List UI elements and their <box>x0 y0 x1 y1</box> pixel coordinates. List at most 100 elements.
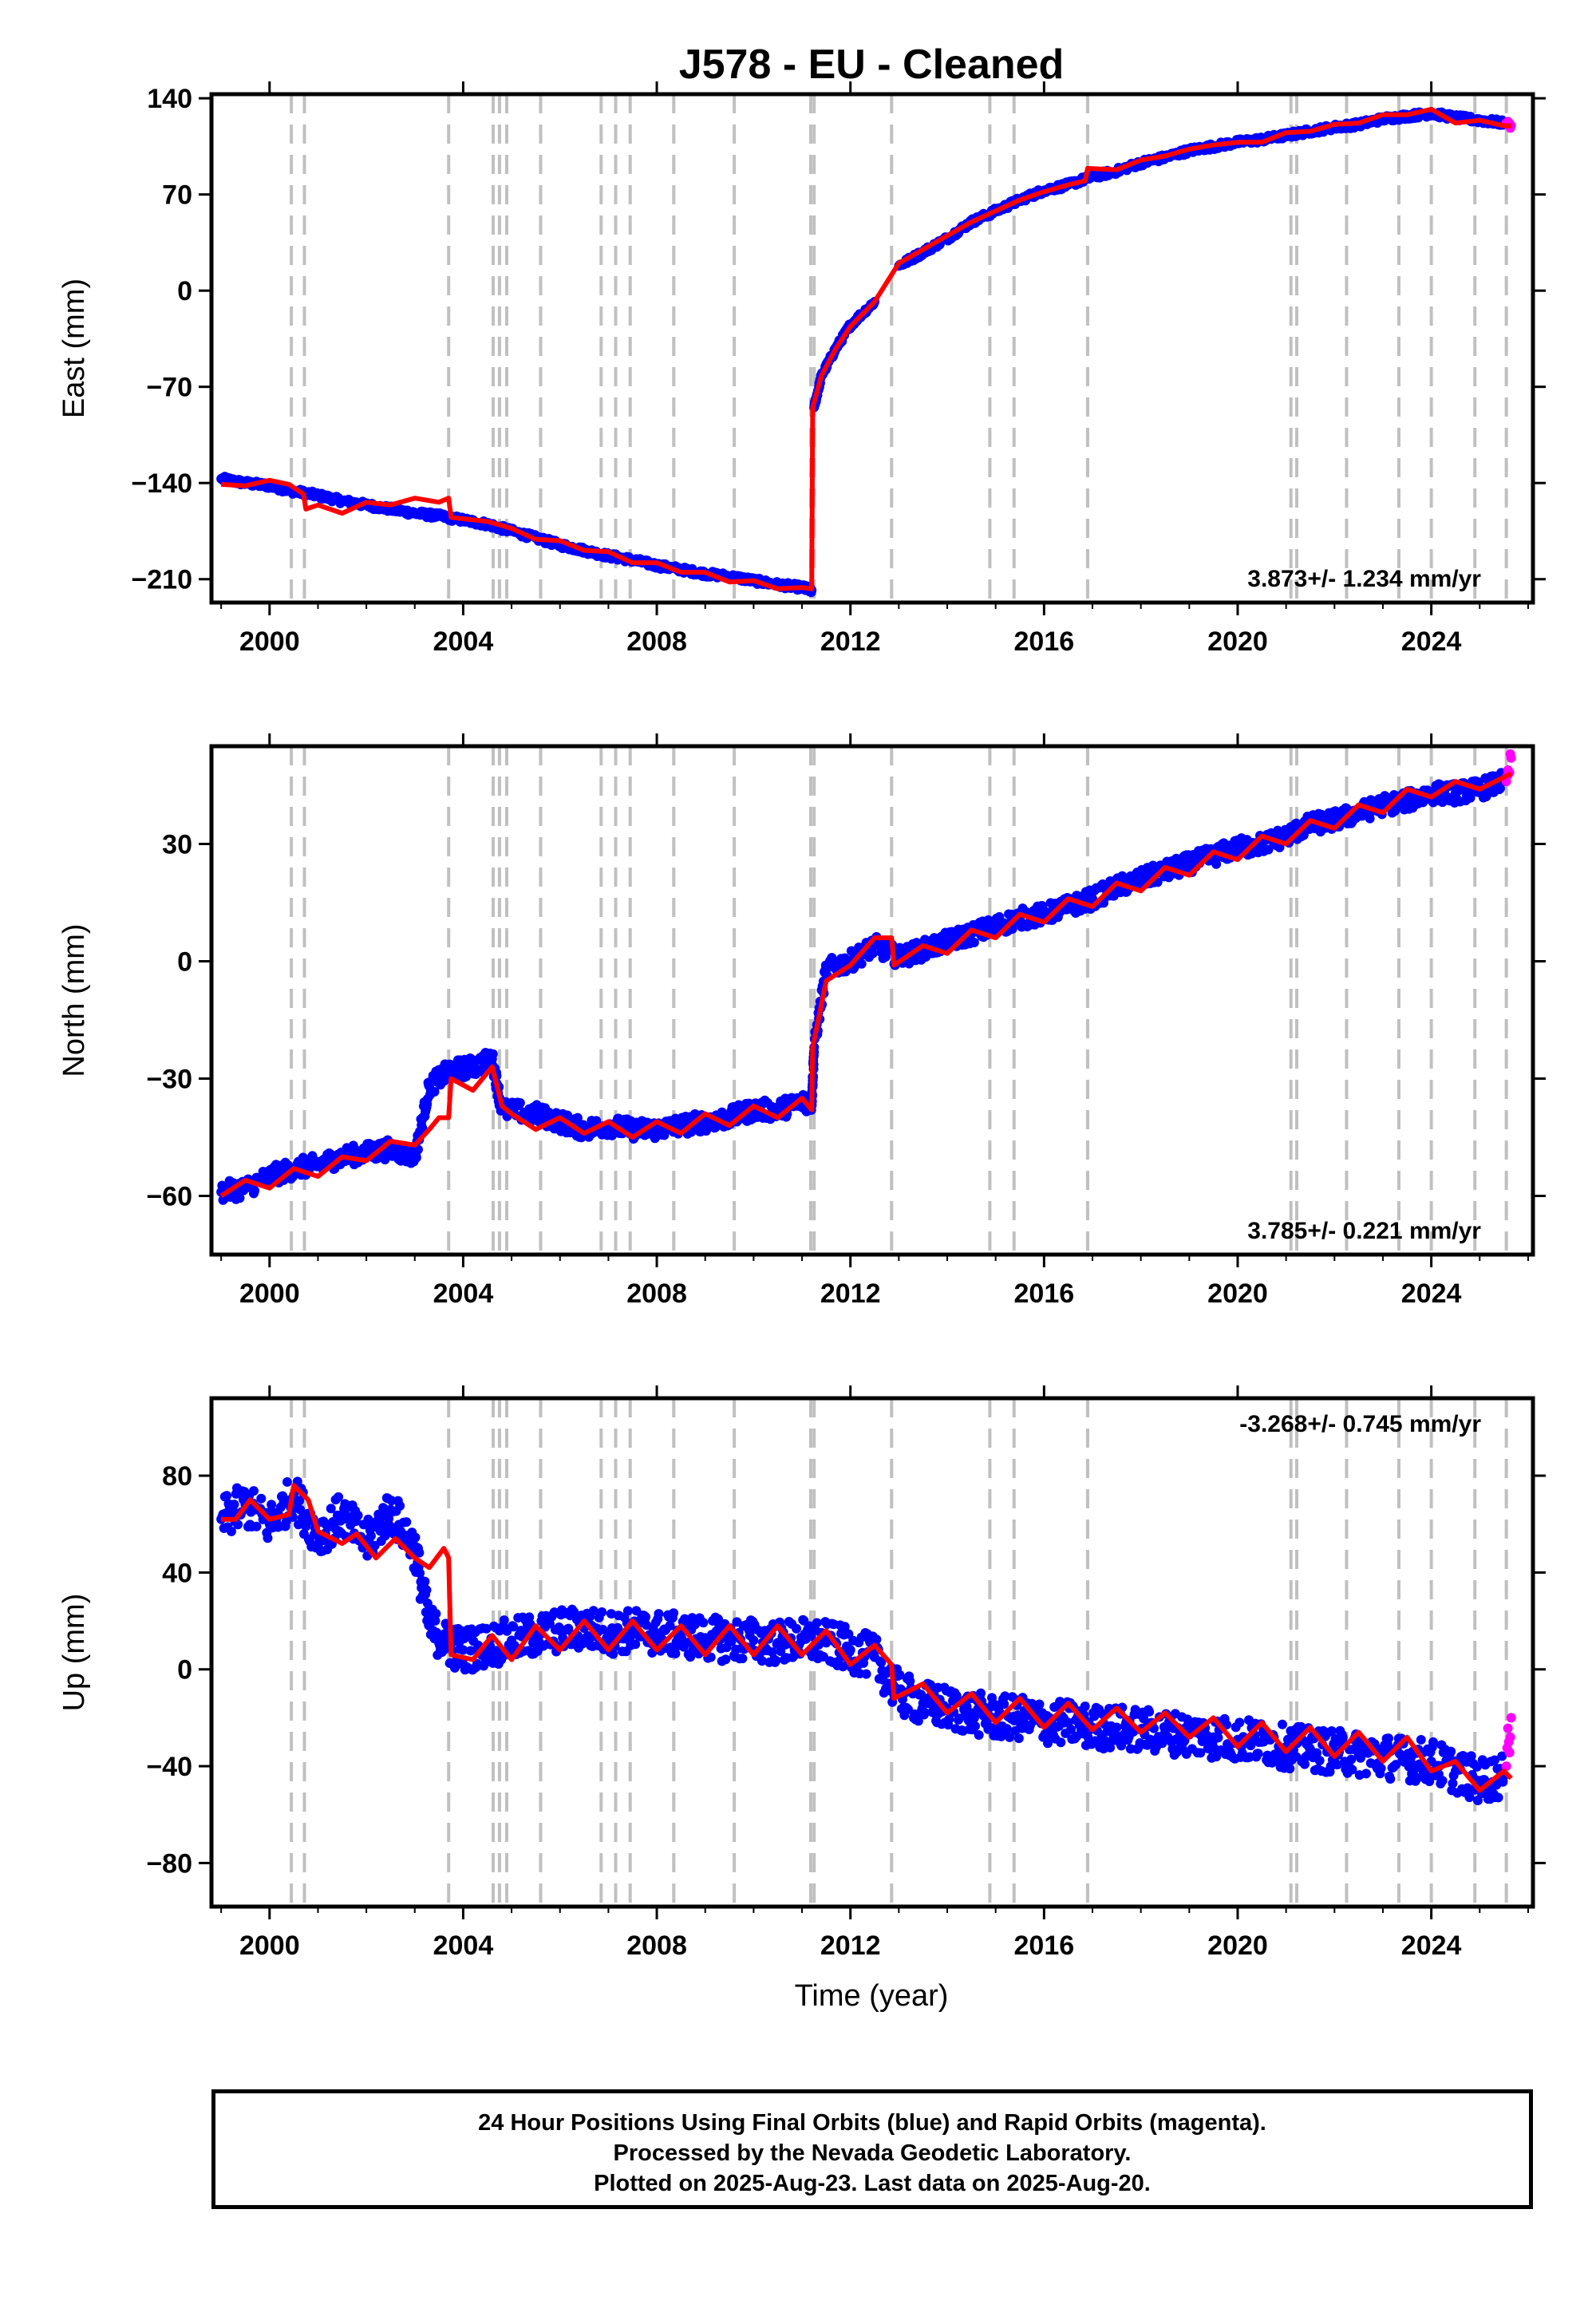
data-point-blue <box>654 1609 664 1619</box>
data-point-blue <box>1312 1748 1322 1758</box>
data-point-blue <box>1347 1765 1357 1775</box>
data-point-blue <box>737 1654 748 1664</box>
x-tick-label: 2008 <box>626 1931 687 1961</box>
data-point-blue <box>1080 1701 1090 1712</box>
data-point-blue <box>839 1622 850 1632</box>
data-point-blue <box>1211 859 1222 869</box>
data-point-blue <box>229 1500 239 1510</box>
data-point-blue <box>1043 1738 1053 1749</box>
data-point-blue <box>1391 1760 1401 1770</box>
x-axis-label: Time (year) <box>795 1979 949 2013</box>
data-point-blue <box>1285 1764 1295 1774</box>
data-point-blue <box>970 1721 981 1731</box>
data-point-blue <box>721 1654 731 1665</box>
data-point-blue <box>226 1526 236 1536</box>
plot-frame <box>209 1396 1535 1909</box>
data-point-blue <box>999 1699 1009 1709</box>
data-point-blue <box>1497 1751 1507 1761</box>
data-point-blue <box>665 1621 675 1631</box>
data-point-blue <box>414 1547 425 1558</box>
data-point-blue <box>1361 1769 1371 1779</box>
data-point-blue <box>1116 1741 1127 1751</box>
data-point-blue <box>251 1521 262 1531</box>
chart-title: J578 - EU - Cleaned <box>679 41 1065 88</box>
data-point-blue <box>431 1608 441 1618</box>
data-point-blue <box>1416 1734 1426 1745</box>
data-point-blue <box>563 1110 573 1120</box>
x-tick-label: 2008 <box>626 626 687 657</box>
panel-east: 2000 2004 2008 2012 2016 2020 2024 −210 −140 −70 0… <box>57 81 1546 657</box>
y-tick-label: −140 <box>131 468 192 499</box>
data-point-blue <box>1314 1756 1325 1766</box>
footer-line-2: Processed by the Nevada Geodetic Laborat… <box>613 2140 1132 2166</box>
x-tick-label: 2000 <box>239 1279 300 1309</box>
data-point-blue <box>1446 1746 1456 1757</box>
data-point-blue <box>1326 1725 1337 1736</box>
data-point-blue <box>669 1608 679 1618</box>
data-point-blue <box>767 1647 777 1658</box>
data-point-blue <box>420 1576 430 1587</box>
model-line <box>219 771 1513 1199</box>
data-point-blue <box>876 1658 887 1668</box>
panel-north: 2000 2004 2008 2012 2016 2020 2024 −60 −30 0 30 Nor… <box>57 733 1546 1309</box>
x-tick-label: 2004 <box>433 1931 494 1961</box>
data-point-blue <box>1466 1751 1476 1761</box>
data-point-blue <box>334 1492 344 1502</box>
data-point-blue <box>1144 1706 1155 1717</box>
x-tick-label: 2020 <box>1207 626 1268 657</box>
data-point-blue <box>1263 844 1274 855</box>
panel-up: 2000 2004 2008 2012 2016 2020 2024 −80 −40 0 40 80 U… <box>57 1385 1546 1961</box>
data-point-blue <box>263 1533 273 1543</box>
data-point-blue <box>630 1639 641 1650</box>
data-point-blue <box>1213 1733 1223 1743</box>
y-tick-label: −210 <box>131 565 192 595</box>
x-tick-label: 2016 <box>1014 1279 1075 1309</box>
data-point-blue <box>499 1615 509 1626</box>
x-tick-label: 2004 <box>433 626 494 657</box>
data-point-blue <box>508 1622 519 1632</box>
data-point-blue <box>1089 1711 1100 1721</box>
x-tick-label: 2012 <box>820 1931 881 1961</box>
data-point-blue <box>429 1086 440 1097</box>
y-tick-label: −60 <box>146 1182 192 1212</box>
y-tick-label: 0 <box>177 276 192 306</box>
data-point-blue <box>969 937 979 947</box>
data-point-blue <box>294 1496 305 1506</box>
data-point-blue <box>1277 1719 1287 1729</box>
data-point-blue <box>641 1612 651 1622</box>
data-point-blue <box>481 1623 492 1634</box>
data-point-blue <box>1489 1755 1499 1765</box>
data-point-blue <box>705 1652 716 1662</box>
data-point-blue <box>792 1623 802 1634</box>
data-point-blue <box>1365 813 1375 824</box>
data-point-magenta <box>1506 753 1516 763</box>
footer-line-1: 24 Hour Positions Using Final Orbits (bl… <box>478 2110 1266 2136</box>
data-point-blue <box>1428 1737 1438 1747</box>
data-point-blue <box>353 1510 363 1520</box>
data-point-blue <box>1066 1725 1077 1735</box>
y-tick-label: 30 <box>162 830 192 860</box>
data-point-blue <box>1448 1778 1458 1788</box>
data-point-blue <box>1437 1776 1448 1786</box>
data-point-blue <box>1355 1753 1365 1763</box>
data-point-blue <box>248 1486 259 1496</box>
data-point-blue <box>295 1504 306 1515</box>
model-line <box>220 106 1511 591</box>
data-point-blue <box>1495 783 1505 793</box>
data-point-blue <box>458 1645 468 1655</box>
data-point-blue <box>1424 1777 1435 1787</box>
data-point-magenta <box>1505 1732 1515 1742</box>
y-tick-label: 0 <box>177 947 192 978</box>
x-tick-label: 2020 <box>1207 1279 1268 1309</box>
data-point-blue <box>1472 1761 1482 1772</box>
data-point-blue <box>1112 1722 1122 1733</box>
data-point-blue <box>1235 1717 1245 1728</box>
data-point-blue <box>233 1520 243 1530</box>
x-tick-label: 2024 <box>1401 1931 1462 1961</box>
model-line <box>221 1483 1513 1793</box>
plot-frame <box>209 744 1535 1257</box>
panels: 2000 2004 2008 2012 2016 2020 2024 −210 −140 −70 0… <box>57 81 1546 1961</box>
y-axis-label: North (mm) <box>57 923 91 1077</box>
data-point-blue <box>861 1669 871 1679</box>
data-point-blue <box>1385 1774 1396 1784</box>
